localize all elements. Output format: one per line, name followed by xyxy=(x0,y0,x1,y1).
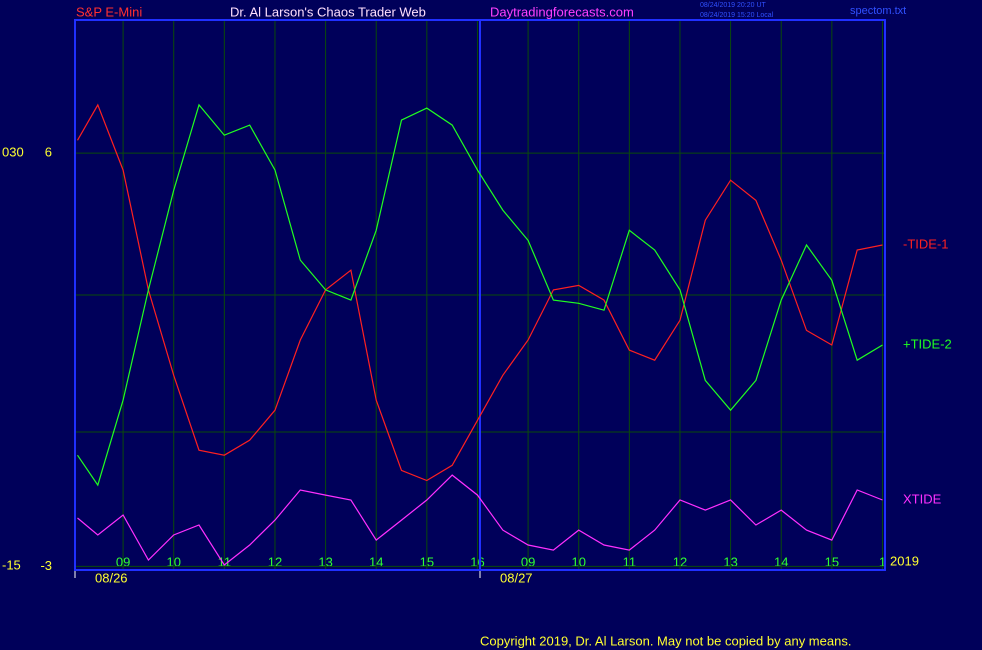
plot-border xyxy=(74,19,886,571)
site: Daytradingforecasts.com xyxy=(490,4,634,19)
legend-label: XTIDE xyxy=(903,491,942,506)
x-tick-label: 09 xyxy=(521,554,535,569)
y2-tick-label: 030 xyxy=(2,144,24,159)
chart-title: Dr. Al Larson's Chaos Trader Web xyxy=(230,4,426,19)
symbol: S&P E-Mini xyxy=(76,4,142,19)
series-line xyxy=(76,103,883,482)
x-tick-label: 11 xyxy=(218,554,232,569)
file-name: spectom.txt xyxy=(850,5,906,17)
y-tick-label: -3 xyxy=(40,558,52,573)
y2-tick-label: -15 xyxy=(2,558,21,573)
x-tick-label: 15 xyxy=(420,554,434,569)
x-tick-label: 11 xyxy=(623,554,637,569)
series-line xyxy=(77,474,883,566)
date-label: 08/26 xyxy=(95,570,128,585)
legend-label: -TIDE-1 xyxy=(903,236,949,251)
copyright: Copyright 2019, Dr. Al Larson. May not b… xyxy=(480,633,851,648)
year: 2019 xyxy=(890,553,919,568)
series-line xyxy=(77,103,883,487)
timestamp: 08/24/2019 20:20 UT xyxy=(700,2,766,9)
x-tick-label: 12 xyxy=(268,554,282,569)
x-tick-label: 13 xyxy=(723,554,737,569)
x-tick-label: 10 xyxy=(166,554,180,569)
timestamp: 08/24/2019 15:20 Local xyxy=(700,12,774,19)
x-tick-label: 09 xyxy=(116,554,130,569)
x-tick-label: 14 xyxy=(774,554,788,569)
x-tick-label: 10 xyxy=(571,554,585,569)
x-tick-label: 15 xyxy=(825,554,839,569)
legend-label: +TIDE-2 xyxy=(903,336,952,351)
x-tick-label: 14 xyxy=(369,554,383,569)
x-tick-label: 16 xyxy=(470,554,484,569)
x-tick-label: 1 xyxy=(879,554,886,569)
x-tick-label: 13 xyxy=(318,554,332,569)
date-label: 08/27 xyxy=(500,570,533,585)
x-tick-label: 12 xyxy=(673,554,687,569)
y-tick-label: 6 xyxy=(45,145,52,160)
